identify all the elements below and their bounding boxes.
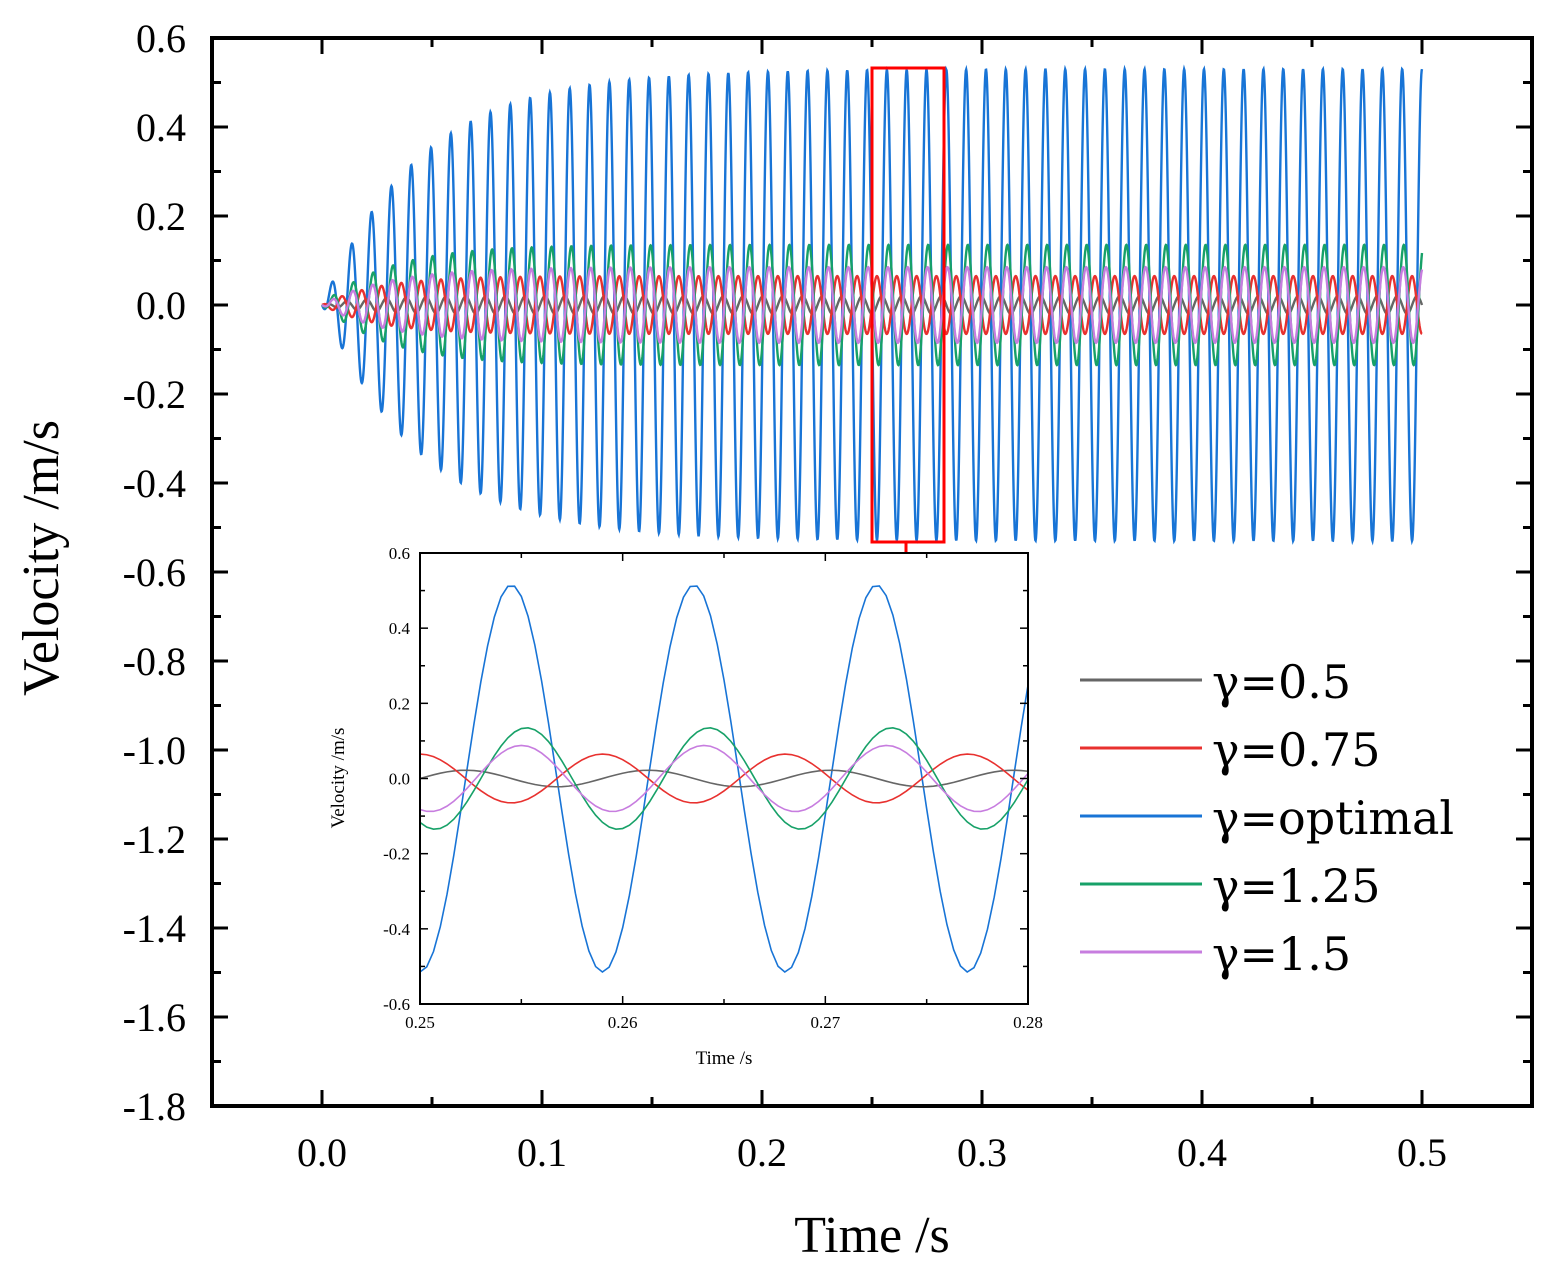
main-x-tick-label: 0.2 [737, 1130, 787, 1175]
main-y-tick-label: -0.6 [123, 550, 186, 595]
inset-x-tick-label: 0.26 [608, 1013, 638, 1032]
inset-y-tick-label: 0.4 [389, 619, 411, 638]
legend-label-3: γ=1.25 [1212, 859, 1380, 913]
main-ticks: 0.0 0.1 0.2 0.3 0.4 0.5 0.6 0.4 0.2 0.0 -0.2 -0.4 -0… [123, 16, 1532, 1175]
inset-y-tick-label: -0.4 [383, 920, 410, 939]
inset-x-tick-label: 0.28 [1013, 1013, 1043, 1032]
inset-y-tick-label: -0.2 [383, 845, 410, 864]
inset-background [420, 553, 1028, 1004]
main-y-tick-label: 0.4 [136, 105, 186, 150]
inset-series-line-2 [419, 585, 1029, 974]
inset-series-line-1 [419, 753, 1029, 804]
main-plot: 0.0 0.1 0.2 0.3 0.4 0.5 0.6 0.4 0.2 0.0 -0.2 -0.4 -0… [13, 16, 1534, 1264]
inset-x-tick-label: 0.27 [810, 1013, 840, 1032]
main-y-tick-label: -1.4 [123, 906, 186, 951]
inset-y-tick-label: 0.0 [389, 770, 410, 789]
zoom-box [870, 66, 946, 544]
main-y-tick-label: -0.4 [123, 461, 186, 506]
main-x-tick-label: 0.1 [517, 1130, 567, 1175]
main-y-tick-label: 0.0 [136, 283, 186, 328]
main-y-tick-label: -1.0 [123, 728, 186, 773]
legend-label-4: γ=1.5 [1212, 927, 1351, 981]
inset-series-line-4 [419, 744, 1029, 813]
main-y-tick-label: -1.6 [123, 995, 186, 1040]
inset-x-tick-label: 0.25 [405, 1013, 435, 1032]
inset-y-axis-title: Velocity /m/s [328, 728, 349, 829]
inset-curves [419, 585, 1029, 974]
main-y-tick-label: -1.8 [123, 1084, 186, 1129]
inset-series-line-3 [419, 726, 1029, 830]
main-x-tick-label: 0.0 [297, 1130, 347, 1175]
main-y-tick-label: 0.6 [136, 16, 186, 61]
legend-label-2: γ=optimal [1212, 791, 1454, 845]
inset-y-tick-label: -0.6 [383, 995, 410, 1014]
inset-y-tick-label: 0.6 [389, 544, 410, 563]
main-x-tick-label: 0.5 [1397, 1130, 1447, 1175]
main-y-tick-label: -0.2 [123, 372, 186, 417]
legend-label-0: γ=0.5 [1212, 655, 1351, 709]
inset-x-axis-title: Time /s [696, 1048, 753, 1069]
main-y-tick-label: -0.8 [123, 639, 186, 684]
inset-ticks: 0.25 0.26 0.27 0.28 0.6 0.4 0.2 0.0 -0.2 -0.4 -0.6 [383, 544, 1043, 1032]
main-x-axis-title: Time /s [794, 1207, 950, 1264]
main-y-tick-label: 0.2 [136, 194, 186, 239]
legend-label-1: γ=0.75 [1212, 723, 1380, 777]
inset-y-tick-label: 0.2 [389, 694, 410, 713]
main-x-tick-label: 0.3 [957, 1130, 1007, 1175]
main-y-axis-title: Velocity /m/s [13, 420, 70, 696]
inset-plot: 0.25 0.26 0.27 0.28 0.6 0.4 0.2 0.0 -0.2 -0.4 -0.6… [328, 544, 1043, 1069]
main-y-tick-label: -1.2 [123, 817, 186, 862]
inset-series-line-0 [419, 769, 1029, 788]
legend: γ=0.5 γ=0.75 γ=optimal γ=1.25 γ=1.5 [1080, 655, 1454, 981]
main-x-tick-label: 0.4 [1177, 1130, 1227, 1175]
